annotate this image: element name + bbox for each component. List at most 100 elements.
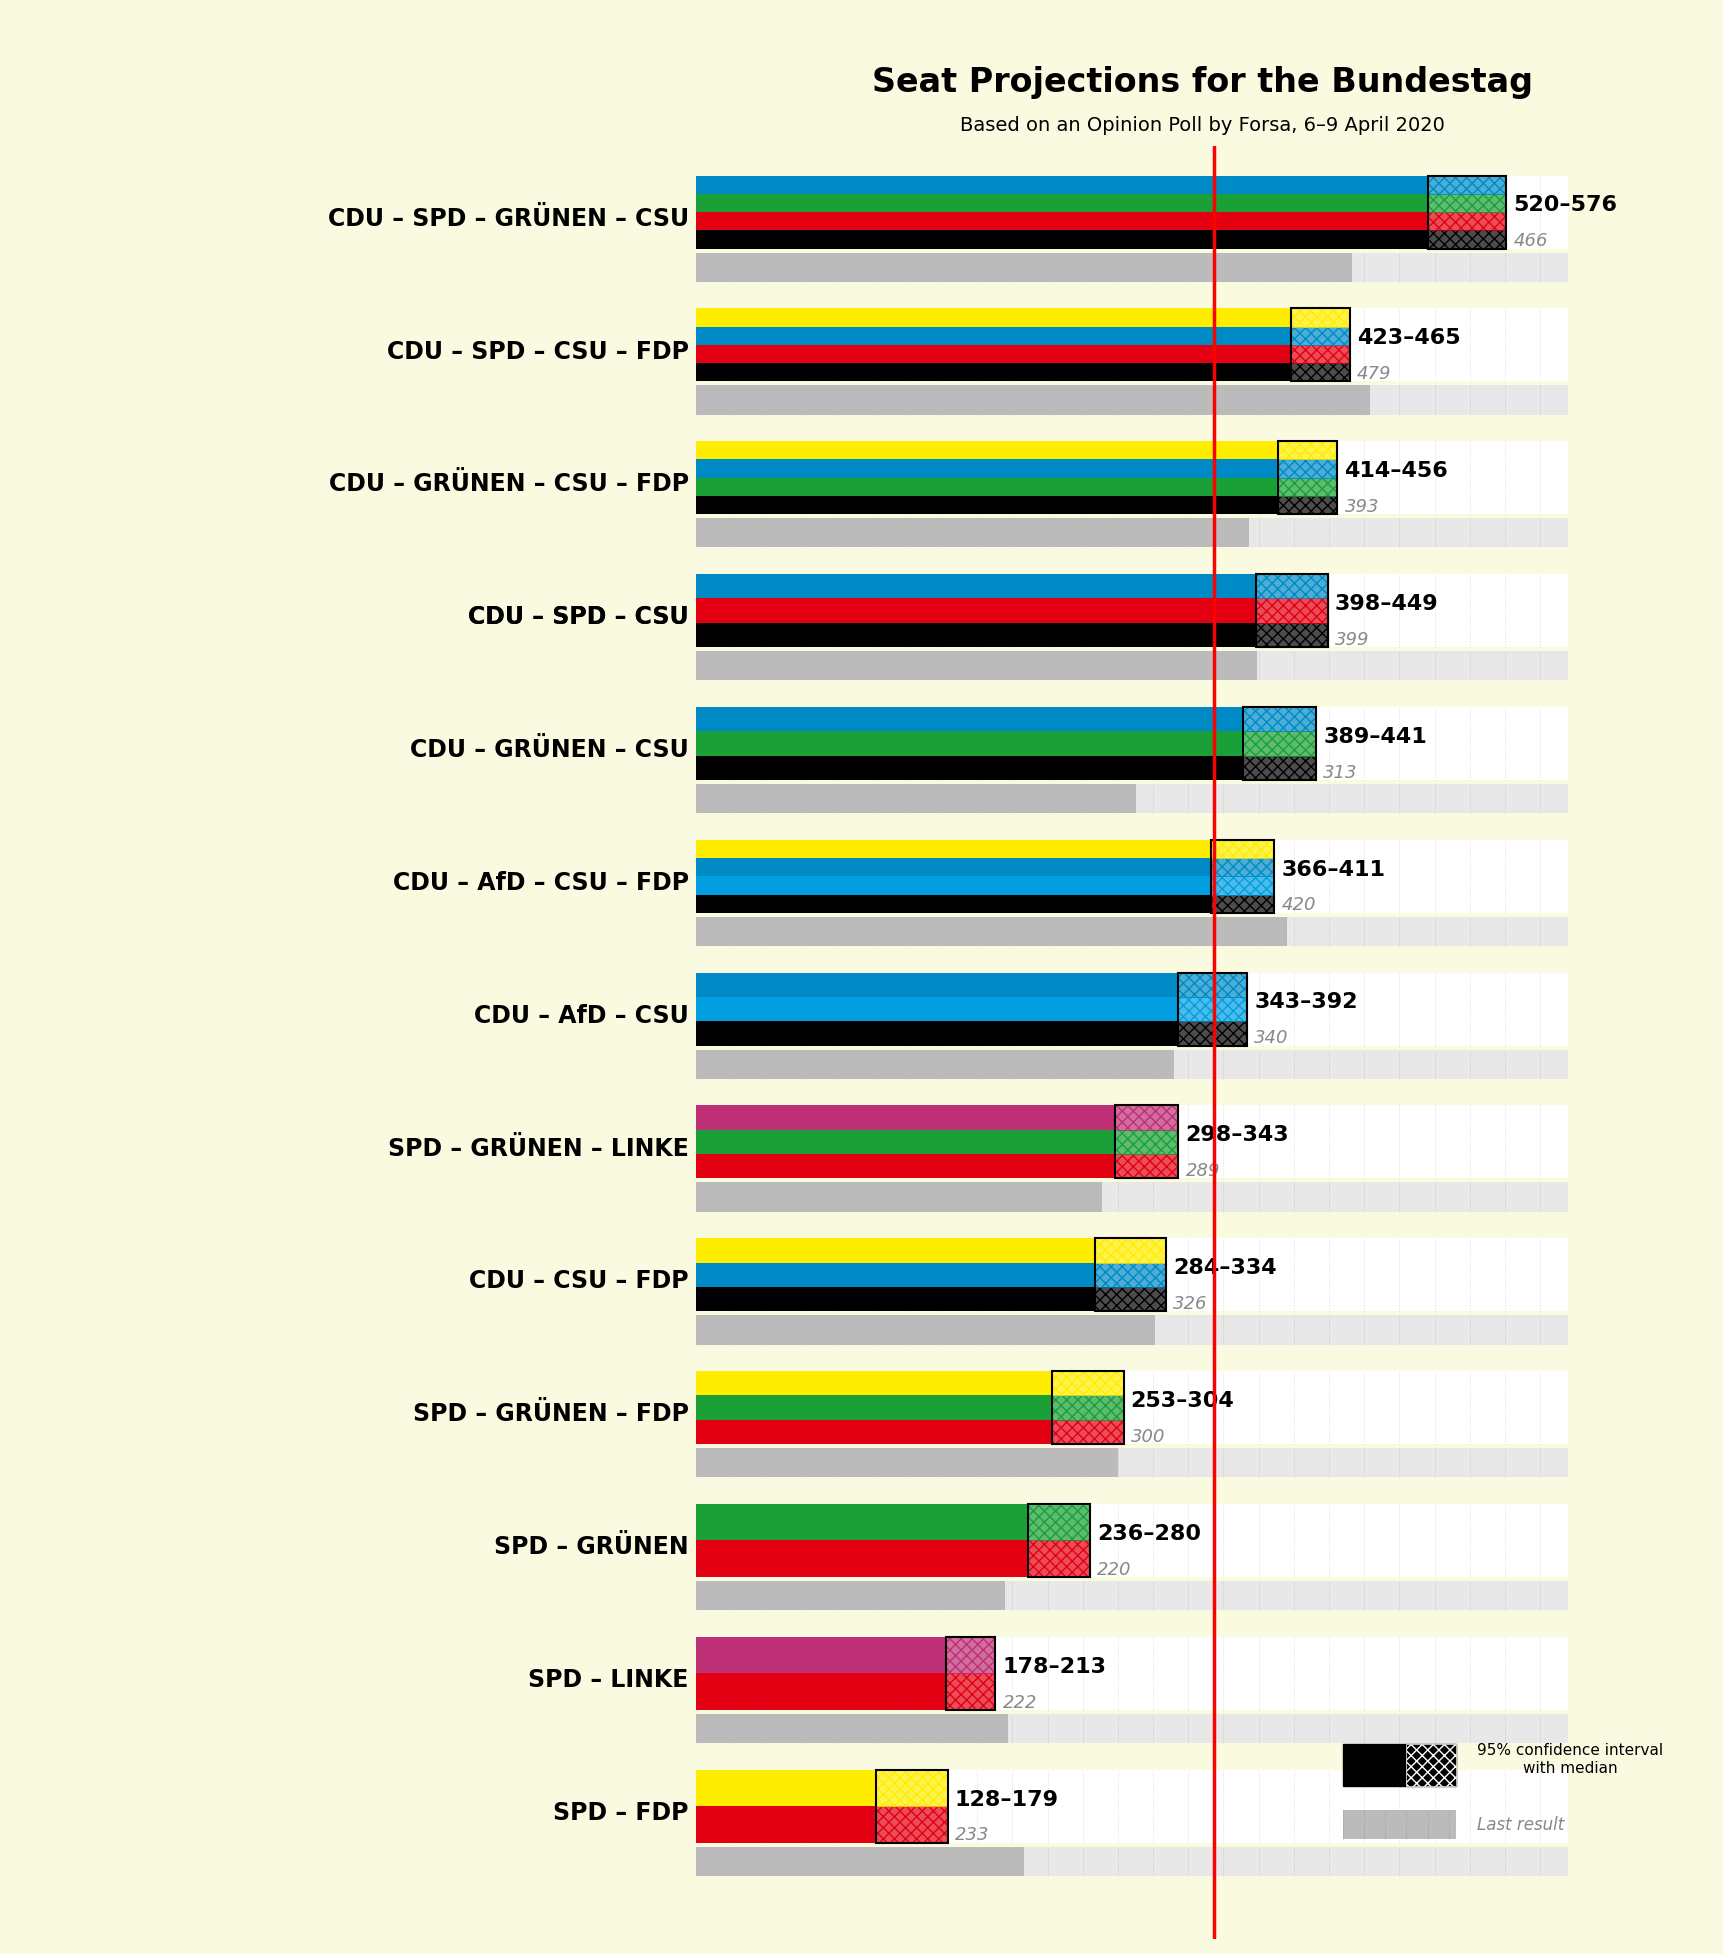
Bar: [1115, 1106, 1179, 1129]
Bar: [696, 1049, 1568, 1079]
Bar: [1094, 1262, 1165, 1288]
Bar: [1242, 707, 1316, 780]
Bar: [696, 895, 1210, 913]
Bar: [696, 1182, 1101, 1211]
Text: 423–465: 423–465: [1356, 328, 1459, 348]
Text: 236–280: 236–280: [1096, 1524, 1201, 1544]
Bar: [1254, 574, 1327, 598]
Bar: [1051, 1372, 1123, 1395]
Bar: [696, 707, 1568, 780]
Bar: [696, 442, 1278, 459]
Bar: [696, 784, 1135, 813]
Bar: [696, 756, 1242, 780]
Bar: [696, 1315, 1154, 1344]
Text: CDU – SPD – GRÜNEN – CSU: CDU – SPD – GRÜNEN – CSU: [327, 207, 687, 231]
Bar: [1254, 598, 1327, 623]
Text: 343–392: 343–392: [1254, 993, 1358, 1012]
Bar: [696, 176, 1568, 248]
Bar: [1278, 477, 1337, 496]
Bar: [1179, 1022, 1247, 1045]
Bar: [696, 1106, 1568, 1178]
Bar: [1278, 442, 1337, 459]
Text: 398–449: 398–449: [1334, 594, 1437, 614]
Bar: [1406, 1743, 1454, 1786]
Bar: [696, 1155, 1115, 1178]
Bar: [1291, 346, 1349, 363]
Bar: [696, 916, 1568, 946]
Bar: [1427, 176, 1506, 193]
Text: CDU – CSU – FDP: CDU – CSU – FDP: [469, 1270, 687, 1294]
Bar: [1094, 1239, 1165, 1262]
Bar: [1179, 973, 1247, 997]
Bar: [1051, 1372, 1123, 1395]
Bar: [696, 1421, 1051, 1444]
Bar: [1278, 459, 1337, 477]
Text: 178–213: 178–213: [1003, 1657, 1106, 1677]
Bar: [1210, 895, 1273, 913]
Bar: [696, 1372, 1051, 1395]
Bar: [1115, 1129, 1179, 1155]
Text: 222: 222: [1003, 1694, 1037, 1712]
Bar: [696, 385, 1568, 414]
Bar: [1242, 707, 1316, 731]
Bar: [696, 623, 1254, 647]
Bar: [696, 1770, 1568, 1843]
Bar: [1115, 1155, 1179, 1178]
Bar: [696, 1673, 946, 1710]
Bar: [696, 1315, 1568, 1344]
Text: 300: 300: [1130, 1428, 1165, 1446]
Text: CDU – AfD – CSU – FDP: CDU – AfD – CSU – FDP: [393, 871, 687, 895]
Bar: [875, 1770, 948, 1843]
Bar: [696, 346, 1291, 363]
Bar: [1115, 1129, 1179, 1155]
Bar: [696, 1540, 1027, 1577]
Bar: [696, 1288, 1094, 1311]
Text: 298–343: 298–343: [1185, 1126, 1289, 1145]
Bar: [696, 840, 1210, 858]
Bar: [1242, 731, 1316, 756]
Text: 340: 340: [1254, 1030, 1289, 1047]
Bar: [696, 840, 1568, 913]
Bar: [1427, 193, 1506, 213]
Bar: [1051, 1395, 1123, 1421]
Bar: [696, 1049, 1173, 1079]
Bar: [696, 1637, 946, 1673]
Bar: [1278, 442, 1337, 459]
Bar: [875, 1770, 948, 1805]
Bar: [1427, 231, 1506, 248]
Bar: [1427, 213, 1506, 231]
Text: 284–334: 284–334: [1172, 1258, 1275, 1278]
Bar: [696, 1770, 875, 1805]
Text: 393: 393: [1344, 498, 1378, 516]
Bar: [1179, 1022, 1247, 1045]
Bar: [1027, 1540, 1089, 1577]
Bar: [696, 363, 1291, 381]
Bar: [1254, 623, 1327, 647]
Bar: [1210, 858, 1273, 875]
Bar: [696, 326, 1291, 346]
Bar: [696, 496, 1278, 514]
Bar: [1051, 1395, 1123, 1421]
Bar: [696, 1714, 1008, 1743]
Bar: [696, 1505, 1568, 1577]
Bar: [1242, 731, 1316, 756]
Bar: [696, 518, 1568, 547]
Bar: [1291, 363, 1349, 381]
Bar: [1242, 707, 1316, 731]
Bar: [696, 973, 1568, 1045]
Bar: [1278, 459, 1337, 477]
Bar: [696, 858, 1210, 875]
Bar: [1094, 1288, 1165, 1311]
Bar: [696, 309, 1291, 326]
Bar: [1427, 176, 1506, 193]
Bar: [1115, 1106, 1179, 1129]
Bar: [1427, 213, 1506, 231]
Bar: [1278, 496, 1337, 514]
Bar: [696, 651, 1256, 680]
Bar: [1291, 326, 1349, 346]
Text: 399: 399: [1334, 631, 1368, 649]
Text: CDU – GRÜNEN – CSU: CDU – GRÜNEN – CSU: [410, 739, 687, 762]
Bar: [1242, 756, 1316, 780]
Text: 128–179: 128–179: [955, 1790, 1058, 1809]
Bar: [1094, 1262, 1165, 1288]
